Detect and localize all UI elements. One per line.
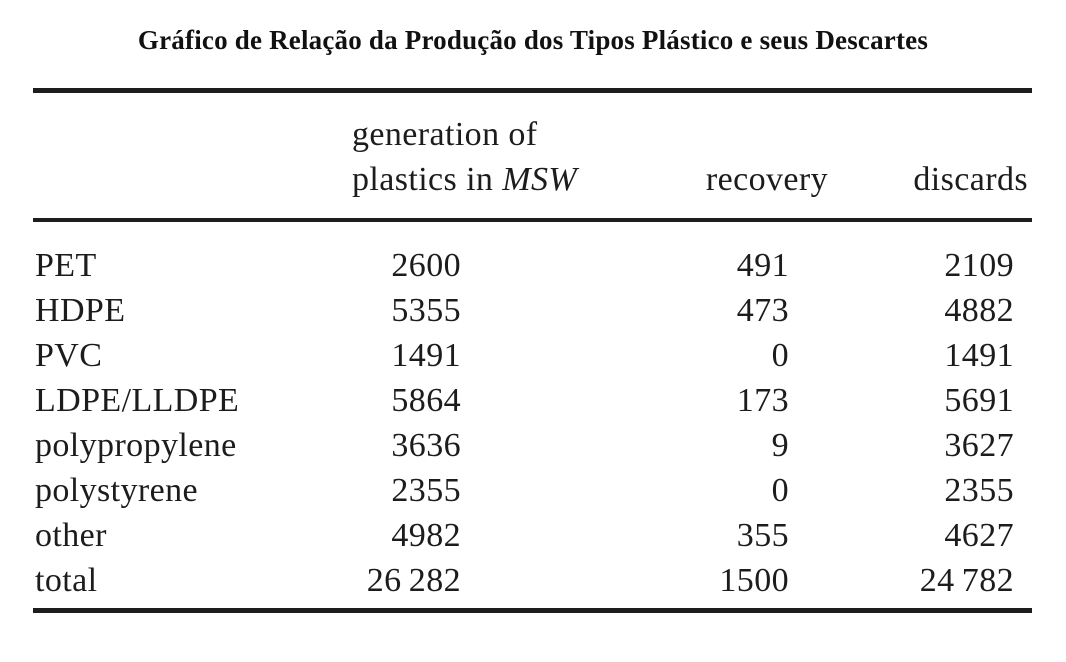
generation-cell: 26 282 (366, 561, 461, 599)
discards-cell: 1491 (944, 336, 1014, 374)
row-label: LDPE/LLDPE (35, 381, 240, 419)
generation-cell: 5355 (391, 291, 461, 329)
discards-cell: 24 782 (919, 561, 1014, 599)
col-header-material (33, 90, 333, 222)
recovery-cell: 491 (736, 246, 789, 284)
discards-cell: 2109 (944, 246, 1014, 284)
col-header-recovery: recovery (461, 90, 828, 222)
row-label: HDPE (35, 291, 126, 329)
data-table: generation of plastics in MSW recovery d… (33, 88, 1032, 613)
recovery-cell: 9 (771, 426, 789, 464)
row-label: polystyrene (35, 471, 199, 509)
discards-cell: 2355 (944, 471, 1014, 509)
table-row: HDPE 5355 473 4882 (33, 288, 1032, 333)
table-row: total 26 282 1500 24 782 (33, 558, 1032, 611)
recovery-cell: 355 (736, 516, 789, 554)
col-header-discards: discards (828, 90, 1032, 222)
discards-cell: 4882 (944, 291, 1014, 329)
col-header-generation-line2-prefix: plastics in (352, 160, 503, 198)
recovery-cell: 473 (736, 291, 789, 329)
col-header-generation-msw: MSW (502, 160, 578, 198)
generation-cell: 4982 (391, 516, 461, 554)
generation-cell: 2600 (391, 246, 461, 284)
recovery-cell: 0 (771, 471, 789, 509)
table-row: PET 2600 491 2109 (33, 220, 1032, 288)
table-caption: Gráfico de Relação da Produção dos Tipos… (137, 25, 929, 55)
header-row: generation of plastics in MSW recovery d… (33, 90, 1032, 222)
row-label: other (35, 516, 107, 554)
col-header-generation: generation of plastics in MSW (333, 90, 577, 222)
table-row: polypropylene 3636 9 3627 (33, 423, 1032, 468)
table-row: polystyrene 2355 0 2355 (33, 468, 1032, 513)
table-row: LDPE/LLDPE 5864 173 5691 (33, 378, 1032, 423)
discards-cell: 5691 (944, 381, 1014, 419)
col-header-generation-line1: generation of (352, 115, 538, 153)
row-label: PVC (35, 336, 103, 374)
recovery-cell: 0 (771, 336, 789, 374)
recovery-cell: 173 (736, 381, 789, 419)
discards-cell: 4627 (944, 516, 1014, 554)
discards-cell: 3627 (944, 426, 1014, 464)
table-body: PET 2600 491 2109 HDPE 5355 473 4882 PVC 1491 0 149… (33, 220, 1032, 611)
generation-cell: 1491 (391, 336, 461, 374)
generation-cell: 5864 (391, 381, 461, 419)
recovery-cell: 1500 (719, 561, 789, 599)
generation-cell: 3636 (391, 426, 461, 464)
row-label: polypropylene (35, 426, 237, 464)
generation-cell: 2355 (391, 471, 461, 509)
table-row: other 4982 355 4627 (33, 513, 1032, 558)
table-header: generation of plastics in MSW recovery d… (33, 90, 1032, 222)
row-label: total (35, 561, 98, 599)
row-label: PET (35, 246, 97, 284)
table-row: PVC 1491 0 1491 (33, 333, 1032, 378)
col-header-generation-line2: plastics in MSW (352, 157, 577, 202)
